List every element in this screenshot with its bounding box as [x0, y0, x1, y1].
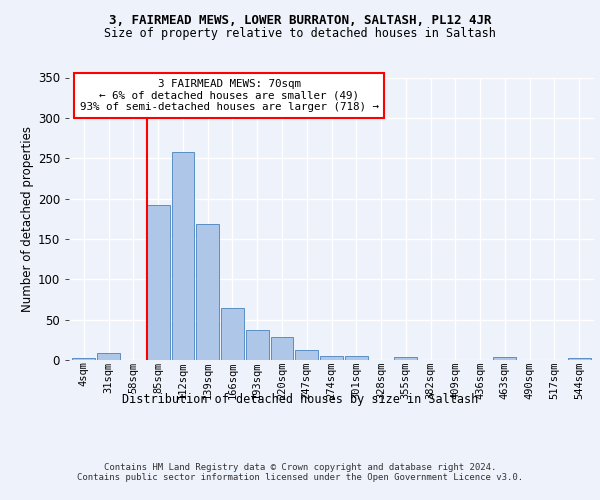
Bar	[394, 357, 417, 360]
Bar	[97, 352, 120, 360]
Bar	[221, 308, 244, 360]
Bar	[493, 357, 516, 360]
Bar	[147, 205, 170, 360]
Bar	[320, 356, 343, 360]
Bar	[345, 356, 368, 360]
Y-axis label: Number of detached properties: Number of detached properties	[20, 126, 34, 312]
Bar	[196, 224, 219, 360]
Bar	[295, 350, 318, 360]
Bar	[172, 152, 194, 360]
Bar	[271, 336, 293, 360]
Text: Distribution of detached houses by size in Saltash: Distribution of detached houses by size …	[122, 392, 478, 406]
Text: Size of property relative to detached houses in Saltash: Size of property relative to detached ho…	[104, 28, 496, 40]
Text: 3 FAIRMEAD MEWS: 70sqm
← 6% of detached houses are smaller (49)
93% of semi-deta: 3 FAIRMEAD MEWS: 70sqm ← 6% of detached …	[80, 79, 379, 112]
Bar	[568, 358, 590, 360]
Text: Contains HM Land Registry data © Crown copyright and database right 2024.
Contai: Contains HM Land Registry data © Crown c…	[77, 462, 523, 482]
Bar	[73, 358, 95, 360]
Text: 3, FAIRMEAD MEWS, LOWER BURRATON, SALTASH, PL12 4JR: 3, FAIRMEAD MEWS, LOWER BURRATON, SALTAS…	[109, 14, 491, 27]
Bar	[246, 330, 269, 360]
